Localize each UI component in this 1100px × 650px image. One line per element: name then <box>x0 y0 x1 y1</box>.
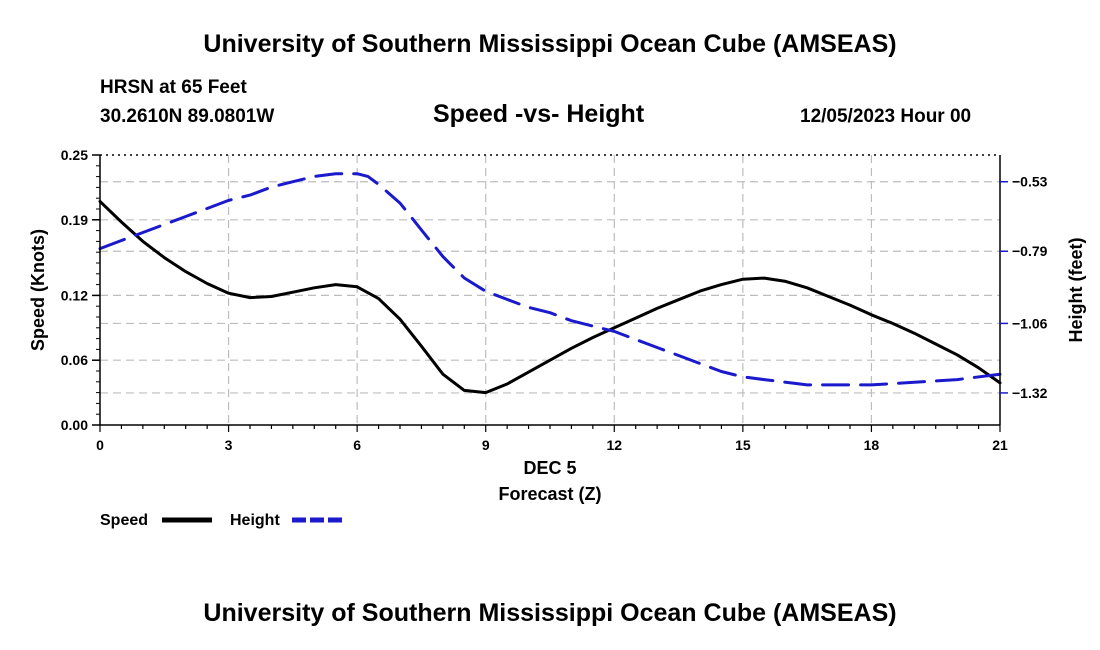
y-left-tick-label: 0.12 <box>61 287 88 303</box>
axis-label-layer: DEC 5 Forecast (Z) Speed (Knots) Height (fe… <box>28 229 1086 504</box>
y-left-tick-label: 0.06 <box>61 352 88 368</box>
legend-height-label: Height <box>230 512 280 529</box>
y-right-tick-label: −1.32 <box>1012 385 1048 401</box>
page-title-bottom: University of Southern Mississippi Ocean… <box>203 599 897 627</box>
page-title-top: University of Southern Mississippi Ocean… <box>203 30 897 58</box>
chart-title: Speed -vs- Height <box>433 100 645 128</box>
x-axis-label: Forecast (Z) <box>498 484 601 504</box>
y-left-tick-label: 0.00 <box>61 417 88 433</box>
x-tick-label: 9 <box>482 437 490 453</box>
y-left-tick-label: 0.19 <box>61 212 88 228</box>
x-tick-label: 18 <box>864 437 880 453</box>
y-left-axis-label: Speed (Knots) <box>28 229 48 351</box>
x-tick-label: 3 <box>225 437 233 453</box>
x-tick-label: 12 <box>606 437 622 453</box>
y-right-tick-label: −0.79 <box>1012 243 1048 259</box>
legend-speed-label: Speed <box>100 512 148 529</box>
tick-layer: 0 3 6 9 12 15 18 21 0.00 0.06 0.12 0.19 0.25 −0.53 −0.… <box>61 147 1048 453</box>
x-tick-label: 15 <box>735 437 751 453</box>
legend-layer: Speed Height <box>100 512 342 529</box>
x-tick-label: 0 <box>96 437 104 453</box>
station-label: HRSN at 65 Feet <box>100 77 247 98</box>
series-layer <box>98 172 1002 395</box>
speed-height-chart: 0 3 6 9 12 15 18 21 0.00 0.06 0.12 0.19 0.25 −0.53 −0.… <box>28 147 1086 529</box>
x-tick-label: 21 <box>992 437 1008 453</box>
height-series-line <box>98 172 1002 387</box>
forecast-datetime: 12/05/2023 Hour 00 <box>800 106 972 127</box>
x-axis-date-label: DEC 5 <box>523 458 576 478</box>
y-right-axis-label: Height (feet) <box>1066 238 1086 343</box>
y-left-tick-label: 0.25 <box>61 147 88 163</box>
y-right-tick-label: −0.53 <box>1012 174 1048 190</box>
speed-series-line <box>98 199 1002 395</box>
y-right-tick-label: −1.06 <box>1012 315 1048 331</box>
station-coordinates: 30.2610N 89.0801W <box>100 106 275 127</box>
x-tick-label: 6 <box>353 437 361 453</box>
